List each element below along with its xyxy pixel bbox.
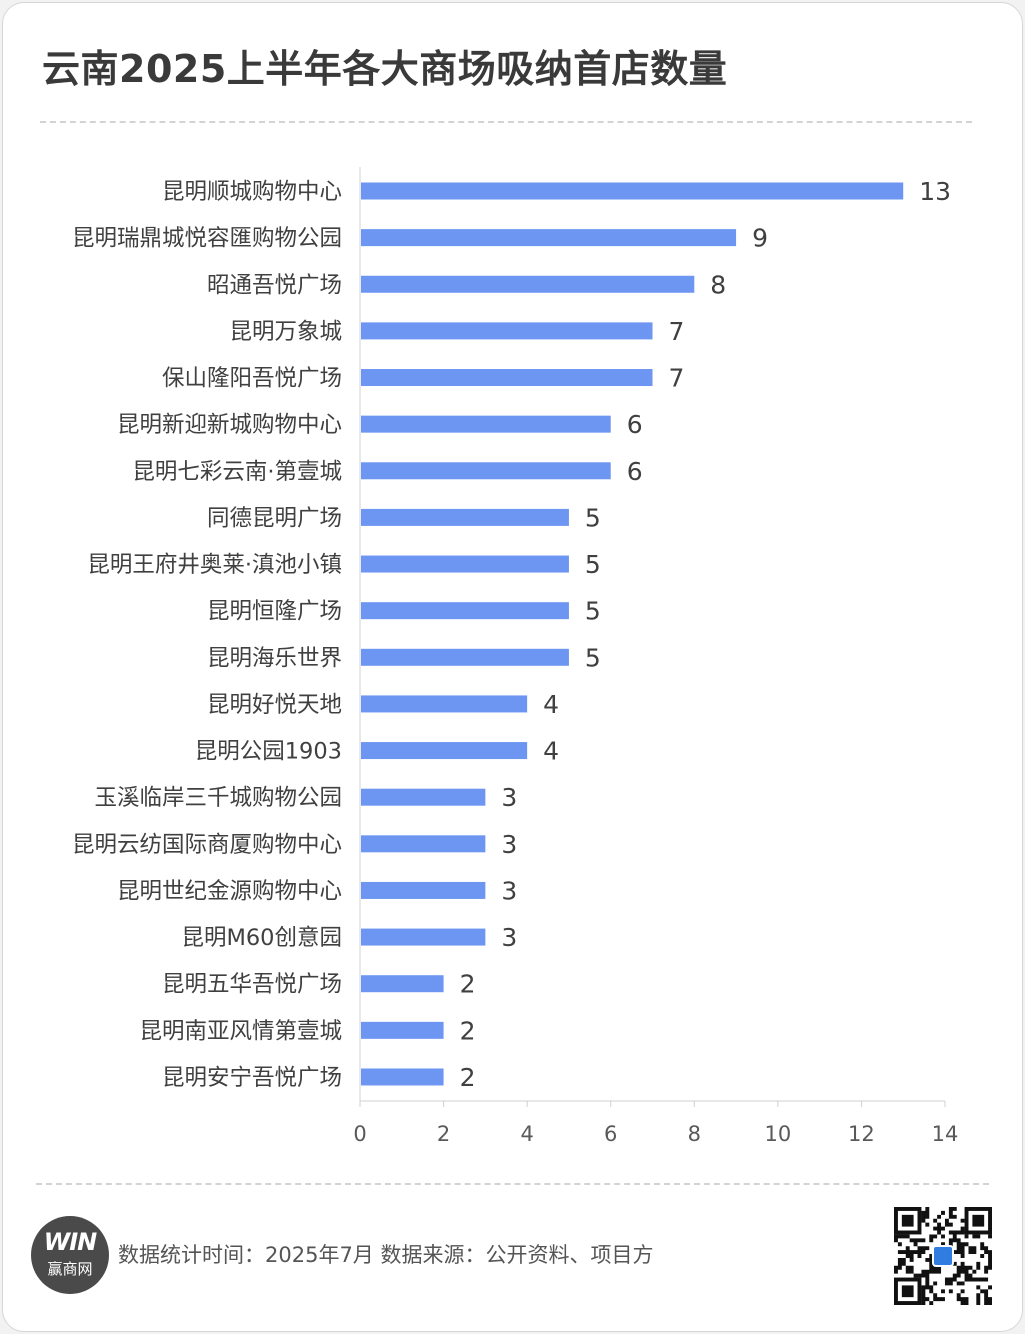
x-tick-label: 2 bbox=[437, 1122, 450, 1146]
category-label: 昆明公园1903 bbox=[195, 739, 342, 765]
bar bbox=[361, 415, 611, 433]
value-label: 8 bbox=[710, 270, 726, 299]
x-tick-label: 6 bbox=[604, 1122, 617, 1146]
data-source-note: 数据统计时间：2025年7月 数据来源：公开资料、项目方 bbox=[118, 1243, 654, 1267]
value-label: 2 bbox=[460, 1016, 476, 1045]
bottom-divider bbox=[36, 1183, 989, 1185]
value-label: 3 bbox=[501, 876, 517, 905]
value-label: 2 bbox=[460, 970, 476, 999]
category-label: 昆明新迎新城购物中心 bbox=[117, 412, 342, 438]
category-label: 同德昆明广场 bbox=[207, 505, 342, 531]
value-label: 4 bbox=[543, 737, 559, 766]
category-label: 昆明王府井奥莱·滇池小镇 bbox=[87, 552, 342, 578]
value-label: 7 bbox=[669, 364, 685, 393]
bar bbox=[361, 742, 528, 760]
logo-mark: WIN bbox=[43, 1228, 98, 1256]
bar bbox=[361, 322, 653, 340]
value-label: 3 bbox=[501, 830, 517, 859]
category-label: 昆明恒隆广场 bbox=[207, 599, 342, 625]
bar bbox=[361, 275, 695, 293]
bar bbox=[361, 788, 486, 806]
logo-name: 赢商网 bbox=[47, 1260, 93, 1278]
category-label: 昆明顺城购物中心 bbox=[162, 179, 342, 205]
category-label: 昆明好悦天地 bbox=[207, 692, 342, 718]
x-tick-label: 4 bbox=[520, 1122, 533, 1146]
logo: WIN 赢商网 bbox=[31, 1216, 109, 1294]
category-label: 昆明海乐世界 bbox=[207, 645, 342, 671]
chart-title: 云南2025上半年各大商场吸纳首店数量 bbox=[42, 47, 728, 91]
value-label: 7 bbox=[669, 317, 685, 346]
value-label: 6 bbox=[627, 410, 643, 439]
category-label: 昆明南亚风情第壹城 bbox=[139, 1018, 342, 1044]
bar bbox=[361, 648, 569, 666]
bar bbox=[361, 182, 904, 200]
category-label: 保山隆阳吾悦广场 bbox=[162, 366, 342, 392]
x-tick-label: 0 bbox=[353, 1122, 366, 1146]
x-tick-label: 14 bbox=[932, 1122, 959, 1146]
value-label: 3 bbox=[501, 923, 517, 952]
x-tick-label: 10 bbox=[764, 1122, 791, 1146]
x-tick-label: 12 bbox=[848, 1122, 875, 1146]
category-label: 昭通吾悦广场 bbox=[207, 272, 342, 298]
category-label: 昆明M60创意园 bbox=[181, 925, 342, 951]
value-label: 6 bbox=[627, 457, 643, 486]
bar bbox=[361, 555, 569, 573]
value-label: 5 bbox=[585, 503, 601, 532]
bar bbox=[361, 975, 444, 993]
value-label: 9 bbox=[752, 224, 768, 253]
value-label: 5 bbox=[585, 550, 601, 579]
value-label: 2 bbox=[460, 1063, 476, 1092]
bar bbox=[361, 369, 653, 387]
value-label: 3 bbox=[501, 783, 517, 812]
bar bbox=[361, 1021, 444, 1039]
category-label: 昆明万象城 bbox=[229, 319, 342, 345]
qr-code-icon bbox=[894, 1207, 992, 1305]
category-label: 昆明云纺国际商厦购物中心 bbox=[72, 832, 342, 858]
value-label: 5 bbox=[585, 643, 601, 672]
bar bbox=[361, 508, 569, 526]
bar bbox=[361, 1068, 444, 1086]
category-label: 昆明世纪金源购物中心 bbox=[117, 878, 342, 904]
bar bbox=[361, 928, 486, 946]
bar bbox=[361, 835, 486, 853]
category-label: 昆明七彩云南·第壹城 bbox=[132, 459, 342, 485]
bar bbox=[361, 695, 528, 713]
bar bbox=[361, 881, 486, 899]
value-label: 4 bbox=[543, 690, 559, 719]
value-label: 13 bbox=[919, 177, 951, 206]
bar bbox=[361, 602, 569, 620]
category-label: 玉溪临岸三千城购物公园 bbox=[94, 785, 342, 811]
category-label: 昆明安宁吾悦广场 bbox=[162, 1065, 342, 1091]
category-label: 昆明五华吾悦广场 bbox=[162, 972, 342, 998]
bar bbox=[361, 229, 737, 247]
category-label: 昆明瑞鼎城悦容匯购物公园 bbox=[72, 226, 342, 252]
top-divider bbox=[40, 121, 972, 123]
value-label: 5 bbox=[585, 597, 601, 626]
x-tick-label: 8 bbox=[688, 1122, 701, 1146]
bar bbox=[361, 462, 611, 480]
